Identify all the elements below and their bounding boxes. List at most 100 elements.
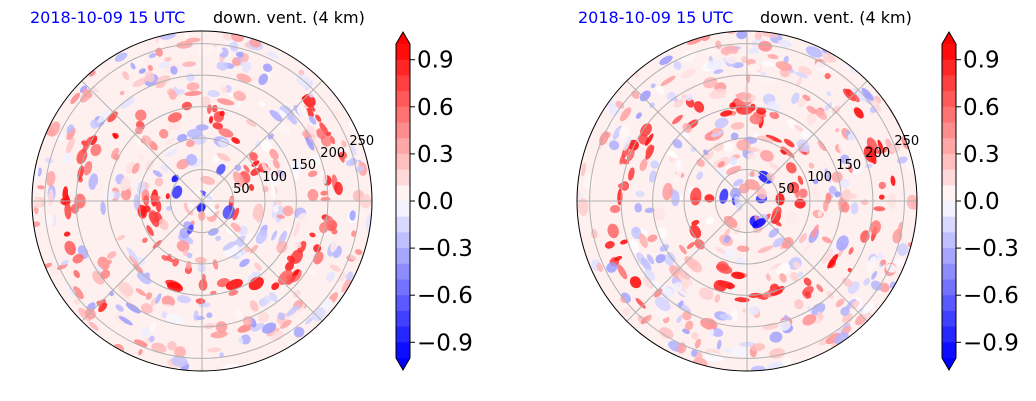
anomaly-patch	[730, 347, 749, 357]
colorbar-segment	[396, 279, 410, 296]
anomaly-patch	[607, 223, 619, 239]
anomaly-patch	[772, 237, 785, 248]
colorbar-segment	[396, 122, 410, 139]
anomaly-patch	[623, 136, 632, 151]
anomaly-patch	[271, 282, 280, 291]
colorbar-tick-label: −0.6	[963, 283, 1019, 309]
anomaly-patch	[76, 149, 88, 165]
colorbar-segment	[396, 169, 410, 186]
anomaly-patch	[142, 205, 151, 213]
anomaly-patch	[813, 178, 819, 185]
colorbar-segment	[942, 44, 956, 61]
anomaly-patch	[104, 189, 115, 201]
anomaly-patch	[234, 235, 247, 248]
anomaly-patch	[577, 198, 589, 216]
anomaly-patch	[150, 297, 157, 307]
colorbar-segment	[942, 326, 956, 343]
anomaly-patch	[747, 152, 757, 160]
anomaly-patch	[90, 119, 100, 129]
colorbar-segment	[396, 185, 410, 202]
azimuth-spoke	[81, 200, 203, 322]
anomaly-patch	[350, 144, 357, 157]
anomaly-patch	[329, 264, 341, 272]
colorbar-segment	[396, 295, 410, 312]
anomaly-patch	[268, 174, 278, 187]
anomaly-patch	[262, 322, 277, 334]
anomaly-patch	[736, 105, 753, 115]
anomaly-patch	[315, 114, 322, 123]
anomaly-patch	[233, 90, 247, 102]
anomaly-patch	[866, 256, 877, 273]
anomaly-patch	[120, 176, 131, 191]
anomaly-patch	[869, 98, 882, 112]
anomaly-patch	[147, 64, 153, 72]
anomaly-patch	[730, 132, 739, 141]
anomaly-patch	[797, 271, 804, 278]
anomaly-patch	[208, 116, 214, 124]
anomaly-patch	[675, 159, 682, 169]
anomaly-patch	[282, 334, 292, 342]
anomaly-patch	[808, 162, 815, 169]
colorbar-segment	[942, 138, 956, 155]
anomaly-patch	[334, 181, 343, 196]
anomaly-patch	[800, 129, 810, 139]
anomaly-patch	[73, 286, 84, 300]
anomaly-patch	[659, 327, 674, 339]
colorbar: −0.9 −0.6 −0.3 0.0 0.3 0.6 0.9	[395, 31, 473, 371]
anomaly-patch	[877, 252, 884, 260]
anomaly-patch	[848, 165, 853, 174]
anomaly-patch	[66, 124, 74, 134]
anomaly-patch	[84, 308, 96, 320]
anomaly-patch	[752, 218, 767, 229]
polar-plot-right: 50 100 150 200 250 −0.9 −0.6 −0.3 0.0 0.3 0.6 0.9	[576, 30, 1019, 372]
colorbar-tick-label: 0.0	[417, 189, 454, 215]
anomaly-patch	[716, 263, 733, 274]
anomaly-patch	[152, 240, 162, 249]
anomaly-patch	[339, 151, 345, 163]
anomaly-patch	[106, 251, 117, 259]
anomaly-patch	[66, 137, 75, 154]
anomaly-patch	[193, 310, 199, 321]
anomaly-patch	[825, 332, 841, 345]
anomaly-patch	[155, 199, 162, 213]
anomaly-patch	[225, 278, 243, 291]
anomaly-patch	[696, 171, 704, 180]
anomaly-patch	[98, 302, 108, 313]
anomaly-patch	[261, 161, 269, 174]
colorbar-segment	[396, 106, 410, 123]
anomaly-patch	[790, 185, 798, 193]
anomaly-patch	[604, 119, 616, 134]
anomaly-patch	[286, 305, 300, 317]
anomaly-patch	[142, 237, 148, 243]
anomaly-patch	[824, 168, 832, 183]
anomaly-patch	[897, 242, 909, 257]
anomaly-patch	[640, 257, 652, 272]
anomaly-patch	[201, 273, 206, 283]
anomaly-patch	[674, 166, 683, 183]
anomaly-patch	[120, 97, 135, 109]
colorbar-tick-label: −0.3	[963, 236, 1019, 262]
anomaly-patch	[306, 123, 317, 138]
anomaly-patch	[699, 70, 706, 79]
anomaly-patch	[662, 182, 673, 201]
anomaly-patch	[802, 314, 817, 326]
colorbar-tick-label: −0.9	[417, 330, 473, 356]
anomaly-patch	[817, 140, 827, 152]
anomaly-patch	[115, 304, 124, 312]
anomaly-patch	[319, 122, 329, 136]
colorbar-segment	[942, 216, 956, 233]
anomaly-patch	[128, 255, 139, 267]
anomaly-patch	[798, 188, 808, 199]
anomaly-patch	[232, 171, 245, 188]
anomaly-patch	[270, 184, 276, 199]
anomaly-patch	[714, 117, 729, 129]
panel-left: 2018-10-09 15 UTC down. vent. (4 km) 50 1…	[30, 8, 473, 372]
anomaly-patch	[792, 222, 801, 236]
anomaly-patch	[797, 175, 804, 185]
anomaly-patch	[120, 188, 132, 201]
colorbar-segment	[396, 248, 410, 265]
anomaly-patch	[73, 270, 80, 278]
anomaly-patch	[174, 346, 186, 358]
anomaly-patch	[754, 31, 763, 40]
anomaly-patch	[125, 302, 141, 314]
